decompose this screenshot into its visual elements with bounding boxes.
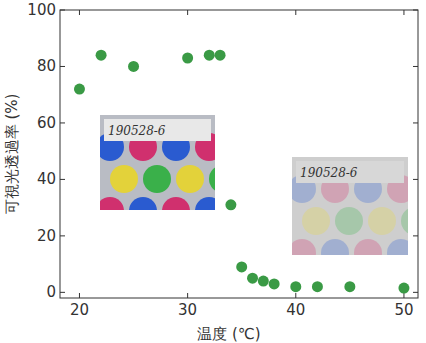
- y-tick: [413, 292, 418, 293]
- chart: 190528-6 190528-6 20 30 40 50 0 20 40 60 80 100 温度 (…: [0, 0, 426, 343]
- data-point: [290, 281, 301, 292]
- y-tick: [413, 235, 418, 236]
- data-point: [215, 50, 226, 61]
- inset-background: [100, 115, 215, 210]
- x-tick-label: 50: [394, 301, 413, 319]
- x-tick: [79, 10, 80, 15]
- inset-photo: 190528-6: [288, 157, 426, 267]
- y-tick-label: 80: [37, 57, 56, 75]
- y-tick-label: 100: [27, 1, 56, 19]
- data-point: [96, 50, 107, 61]
- inset-pattern: [100, 119, 215, 210]
- inset-pattern: [292, 157, 408, 255]
- inset-dot: [195, 197, 215, 210]
- data-point: [269, 278, 280, 289]
- y-tick-label: 20: [37, 227, 56, 245]
- y-tick: [60, 179, 65, 180]
- inset-dot: [176, 165, 204, 193]
- x-tick-label: 20: [70, 301, 89, 319]
- x-tick: [79, 293, 80, 298]
- inset-label: 190528-6: [300, 166, 358, 180]
- y-tick: [413, 66, 418, 67]
- points: [74, 50, 409, 294]
- y-tick-label: 40: [37, 170, 56, 188]
- x-tick: [295, 10, 296, 15]
- y-tick: [413, 10, 418, 11]
- y-tick: [60, 10, 65, 11]
- x-tick: [295, 293, 296, 298]
- inset-dot: [162, 197, 190, 210]
- y-tick: [60, 292, 65, 293]
- x-tick-label: 30: [178, 301, 197, 319]
- inset-photo: 190528-6: [96, 115, 237, 225]
- data-point: [204, 50, 215, 61]
- plot-frame: [60, 10, 418, 298]
- data-point: [128, 61, 139, 72]
- data-point: [247, 273, 258, 284]
- data-point: [182, 53, 193, 64]
- inset-dot: [143, 165, 171, 193]
- inset-paper: [104, 119, 211, 141]
- inset-dot: [110, 165, 138, 193]
- data-point: [225, 199, 236, 210]
- inset-dot: [209, 165, 215, 193]
- y-tick-label: 0: [46, 283, 56, 301]
- data-point: [398, 283, 409, 294]
- inset-background: [292, 157, 408, 255]
- y-tick: [413, 122, 418, 123]
- inset-dot: [100, 197, 124, 210]
- y-tick: [413, 179, 418, 180]
- x-tick: [403, 10, 404, 15]
- data-point: [258, 276, 269, 287]
- y-tick: [60, 122, 65, 123]
- x-axis-label: 温度 (℃): [197, 325, 260, 343]
- inset-dot: [129, 197, 157, 210]
- y-tick: [60, 235, 65, 236]
- y-axis-label: 可視光透過率 (%): [3, 94, 21, 215]
- x-tick: [187, 10, 188, 15]
- inset-haze: [292, 157, 408, 255]
- data-point: [312, 281, 323, 292]
- x-tick: [403, 293, 404, 298]
- y-tick: [60, 66, 65, 67]
- data-point: [344, 281, 355, 292]
- y-tick-label: 60: [37, 114, 56, 132]
- data-point: [74, 84, 85, 95]
- inset-label: 190528-6: [108, 124, 166, 138]
- x-tick-label: 40: [286, 301, 305, 319]
- data-point: [236, 261, 247, 272]
- x-tick: [187, 293, 188, 298]
